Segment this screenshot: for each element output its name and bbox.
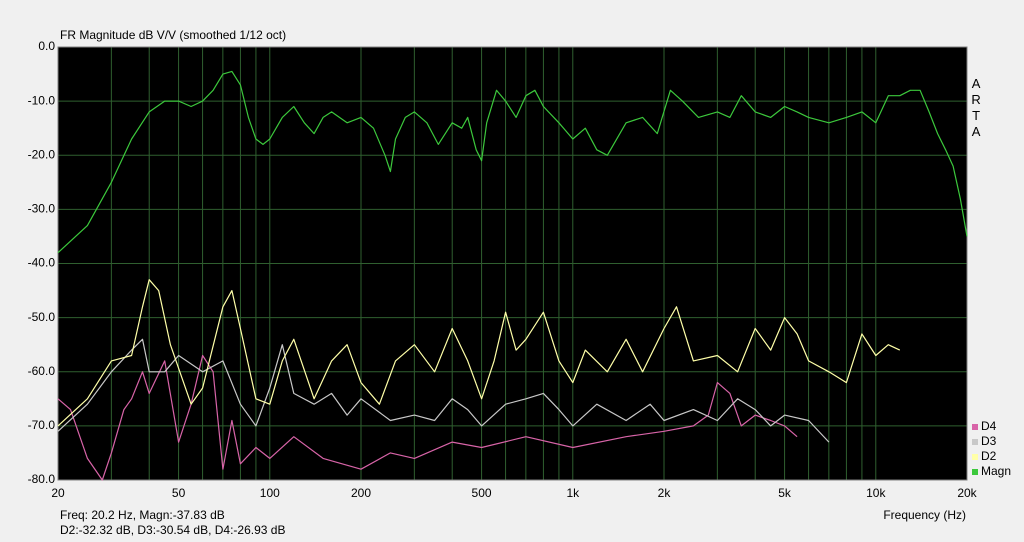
status-line: D2:-32.32 dB, D3:-30.54 dB, D4:-26.93 dB (60, 523, 285, 537)
legend-swatch (972, 439, 978, 445)
x-tick-label: 500 (472, 486, 492, 500)
y-tick-label: -10.0 (28, 93, 56, 107)
x-tick-label: 100 (260, 486, 280, 500)
status-line: Freq: 20.2 Hz, Magn:-37.83 dB (60, 508, 225, 522)
legend-label: Magn (981, 464, 1011, 478)
x-tick-label: 2k (658, 486, 672, 500)
series-line (57, 279, 901, 427)
legend-swatch (972, 469, 978, 475)
legend-label: D4 (981, 419, 997, 433)
series-line (57, 354, 798, 481)
y-tick-label: -50.0 (28, 310, 56, 324)
brand: ARTA (969, 76, 984, 140)
x-axis-label: Frequency (Hz) (883, 508, 966, 522)
legend-swatch (972, 454, 978, 460)
x-tick-label: 5k (778, 486, 792, 500)
legend-swatch (972, 424, 978, 430)
x-tick-label: 10k (866, 486, 886, 500)
y-tick-label: -70.0 (28, 418, 56, 432)
x-tick-label: 50 (172, 486, 186, 500)
x-tick-label: 200 (351, 486, 371, 500)
chart-title: FR Magnitude dB V/V (smoothed 1/12 oct) (60, 28, 286, 42)
y-tick-label: -60.0 (28, 364, 56, 378)
y-tick-label: -40.0 (28, 256, 56, 270)
y-tick-label: -80.0 (28, 472, 56, 486)
x-tick-label: 20k (957, 486, 977, 500)
legend-label: D3 (981, 434, 997, 448)
y-tick-label: -20.0 (28, 147, 56, 161)
x-tick-label: 1k (566, 486, 580, 500)
legend-label: D2 (981, 449, 997, 463)
y-tick-label: -30.0 (28, 202, 56, 216)
plot-border (57, 46, 968, 481)
y-tick-label: 0.0 (38, 39, 55, 53)
x-tick-label: 20 (51, 486, 65, 500)
series-line (57, 338, 830, 443)
series-line (57, 70, 968, 254)
